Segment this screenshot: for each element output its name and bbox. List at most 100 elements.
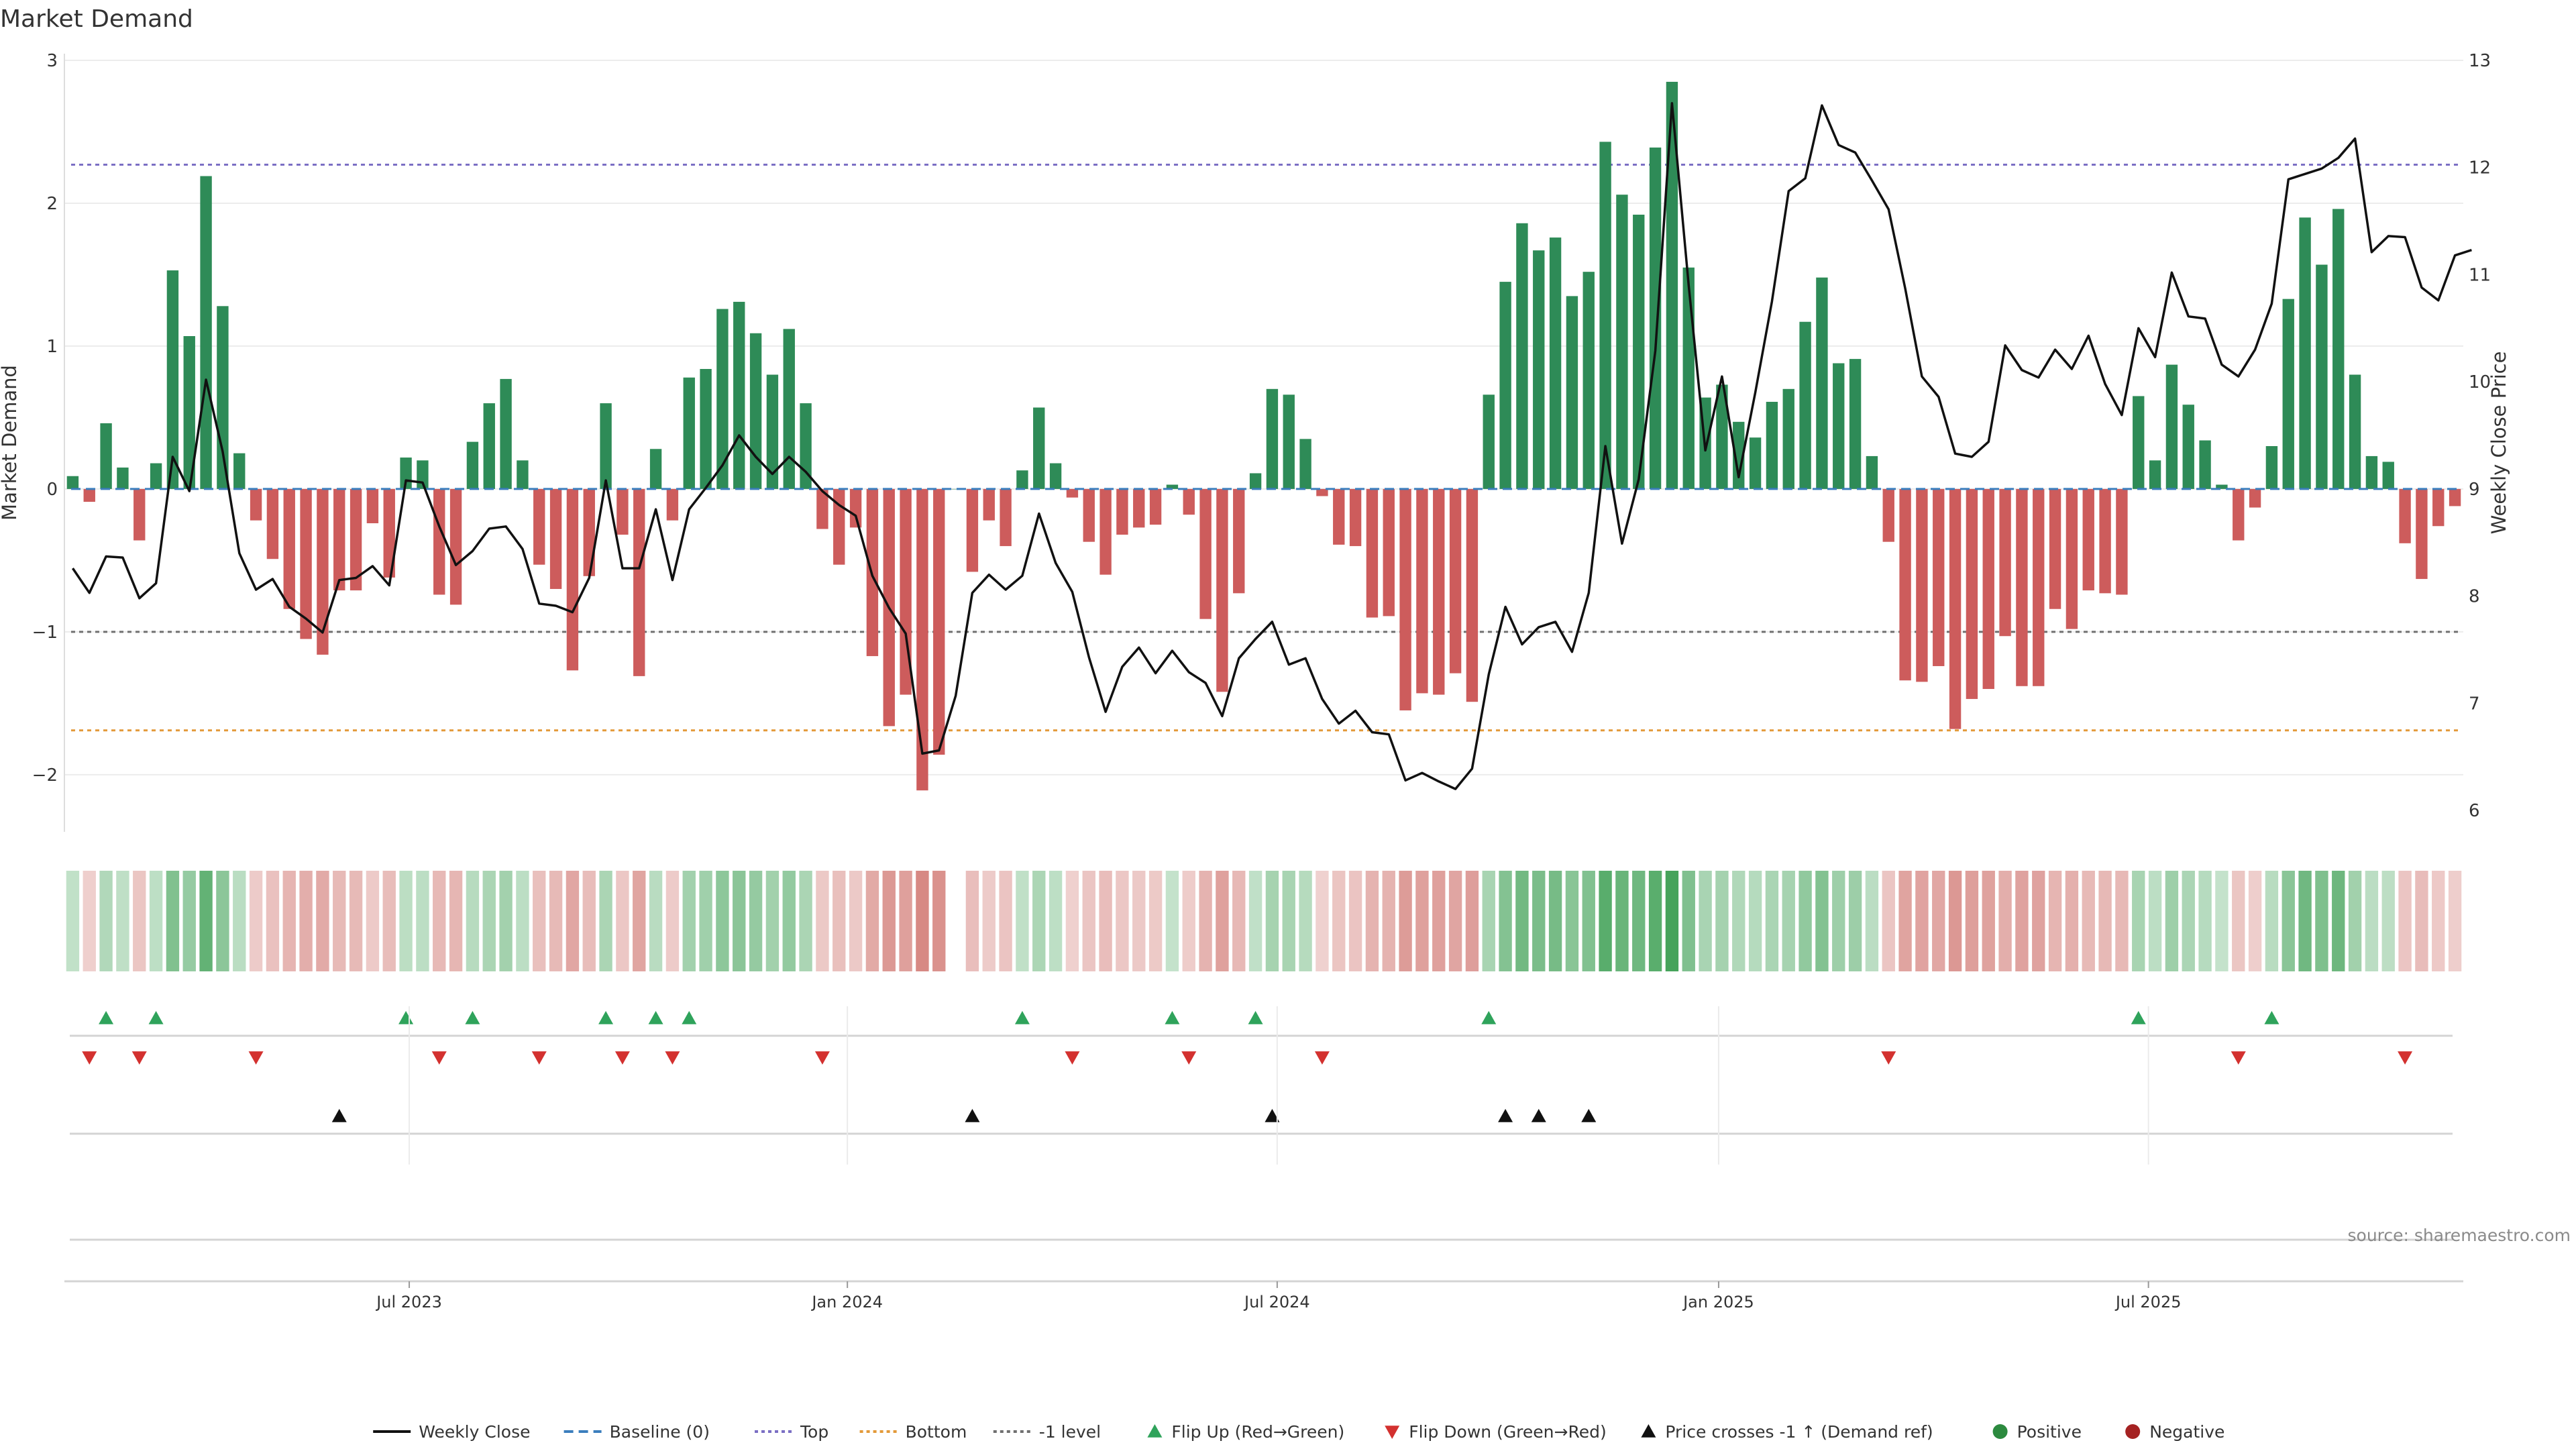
heat-cell [2348, 871, 2362, 971]
weekly-close-line [71, 102, 2472, 790]
legend-label: Flip Up (Red→Green) [1171, 1422, 1344, 1442]
legend: Weekly Close Baseline (0) Top Bottom -1 leve… [373, 1422, 2224, 1442]
heat-cell [566, 871, 580, 971]
price-cross-marker [1531, 1109, 1546, 1122]
heat-cell [1582, 871, 1595, 971]
heat-cell [665, 871, 680, 971]
demand-bar [1566, 296, 1578, 489]
demand-bar [566, 488, 579, 671]
heat-cell [1165, 871, 1179, 971]
heat-cell [999, 871, 1012, 971]
heat-cell [266, 871, 280, 971]
heat-cell [133, 871, 146, 971]
price-cross-marker [1581, 1109, 1597, 1122]
legend-label: Flip Down (Green→Red) [1409, 1422, 1607, 1442]
demand-bar [500, 378, 512, 489]
heat-cell [749, 871, 763, 971]
demand-bar [2016, 488, 2028, 686]
demand-bar [1000, 488, 1012, 547]
event-panels [64, 1034, 2463, 1283]
heat-cell [1699, 871, 1712, 971]
flip-down-marker [1065, 1051, 1080, 1065]
heat-cell [816, 871, 829, 971]
heat-cell [1099, 871, 1112, 971]
heat-cell [2115, 871, 2129, 971]
legend-item: Price crosses -1 ↑ (Demand ref) [1641, 1422, 1933, 1442]
demand-bar [616, 488, 629, 535]
demand-bar [2099, 488, 2111, 594]
demand-bar [600, 403, 612, 489]
heat-cell [366, 871, 380, 971]
heat-cell [1998, 871, 2012, 971]
demand-bar [1016, 470, 1028, 489]
heat-cell [2048, 871, 2062, 971]
demand-bar [333, 488, 345, 591]
demand-bar [517, 460, 529, 489]
demand-bar [300, 488, 312, 639]
right-tick-label: 13 [2469, 51, 2491, 71]
price-cross-marker [1265, 1109, 1280, 1122]
heat-cell [2148, 871, 2162, 971]
legend-label: Bottom [906, 1422, 967, 1442]
demand-bar [166, 270, 179, 489]
demand-bar [1949, 488, 1962, 729]
demand-bar [549, 488, 562, 589]
demand-bar [1416, 488, 1428, 694]
heat-cell [533, 871, 546, 971]
heat-cell [282, 871, 296, 971]
heat-cell [2132, 871, 2145, 971]
heat-cell [1182, 871, 1195, 971]
heat-cell [1765, 871, 1779, 971]
flip-up-marker [1165, 1011, 1180, 1024]
flip-down-marker [1881, 1051, 1896, 1065]
demand-bar [949, 488, 962, 490]
demand-bar [1483, 394, 1495, 489]
heat-cell [416, 871, 429, 971]
heat-cell [1882, 871, 1895, 971]
heat-cell [1448, 871, 1462, 971]
demand-bar [2316, 264, 2328, 489]
flip-down-markers [82, 1051, 2413, 1065]
heat-cell [1132, 871, 1146, 971]
heat-cell [1782, 871, 1795, 971]
demand-bar [1716, 384, 1728, 489]
heat-cell [1898, 871, 1912, 971]
x-tick-label: Jul 2024 [1243, 1293, 1310, 1311]
flip-up-marker [398, 1011, 414, 1024]
flip-up-marker [148, 1011, 164, 1024]
flip-up-marker [2131, 1011, 2146, 1024]
heat-cell [1199, 871, 1212, 971]
heat-cell [1399, 871, 1412, 971]
flip-up-markers [99, 1011, 2279, 1024]
heat-cell [799, 871, 812, 971]
left-tick-label: 1 [46, 337, 58, 357]
heat-cell [833, 871, 846, 971]
demand-bar [1766, 401, 1778, 489]
demand-bar [2133, 396, 2145, 489]
demand-bar [66, 476, 79, 489]
demand-bar [1666, 81, 1678, 489]
left-tick-label: 2 [46, 194, 58, 214]
demand-bar [800, 403, 812, 489]
flip-down-marker [2398, 1051, 2413, 1065]
demand-bar [1466, 488, 1479, 702]
demand-bar [2182, 405, 2194, 489]
heat-cell [516, 871, 529, 971]
demand-bar [2282, 299, 2294, 489]
demand-bar [1316, 488, 1328, 496]
heat-cell [1265, 871, 1279, 971]
flip-down-marker [82, 1051, 97, 1065]
demand-bar [1066, 488, 1079, 498]
heat-cell [2098, 871, 2112, 971]
heat-cell [916, 871, 929, 971]
demand-bar [1966, 488, 1978, 699]
demand-bar [966, 488, 979, 572]
demand-bar [1782, 388, 1794, 489]
heat-cell [1615, 871, 1629, 971]
demand-bar [933, 488, 945, 755]
legend-triangle-up-icon [1147, 1424, 1163, 1438]
demand-bar [83, 488, 95, 502]
heat-cell [649, 871, 663, 971]
heat-cell [849, 871, 863, 971]
legend-label: Price crosses -1 ↑ (Demand ref) [1665, 1422, 1933, 1442]
